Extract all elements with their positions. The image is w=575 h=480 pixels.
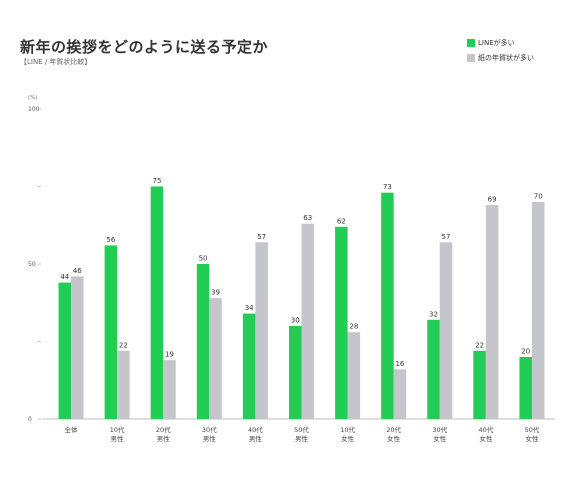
- data-label-paper: 22: [119, 341, 128, 349]
- bar-line: [289, 326, 302, 419]
- legend-label-line: LINEが多い: [478, 38, 515, 47]
- data-label-line: 30: [291, 317, 300, 325]
- bar-paper: [531, 202, 545, 419]
- x-tick-label: 10代: [340, 425, 355, 434]
- x-tick-label: 女性: [479, 434, 493, 443]
- bar-paper: [393, 369, 407, 419]
- data-label-line: 32: [429, 310, 438, 318]
- bar-line: [58, 282, 72, 419]
- bar-line: [150, 186, 164, 419]
- x-tick-label: 男性: [157, 434, 171, 443]
- y-tick-label: 100: [28, 106, 40, 113]
- bar-line: [519, 357, 532, 419]
- x-tick-label: 40代: [248, 425, 263, 434]
- y-tick-label: 0: [28, 416, 32, 423]
- data-label-line: 56: [106, 236, 115, 244]
- legend-item-line: LINEが多い: [467, 37, 534, 48]
- bar-line: [196, 264, 210, 419]
- bar-line: [427, 319, 440, 419]
- x-tick-label: 40代: [478, 425, 493, 434]
- data-label-paper: 63: [303, 214, 312, 222]
- x-tick-label: 女性: [341, 434, 355, 443]
- x-tick-label: 50代: [525, 425, 540, 434]
- bar-paper: [255, 242, 268, 419]
- data-label-paper: 69: [488, 196, 497, 204]
- bar-line: [335, 226, 348, 419]
- data-label-line: 73: [383, 183, 392, 191]
- bar-paper: [301, 223, 314, 419]
- x-tick-label: 30代: [432, 425, 447, 434]
- bar-paper: [163, 360, 176, 419]
- x-tick-label: 10代: [110, 425, 125, 434]
- legend-label-paper: 紙の年賀状が多い: [478, 53, 534, 62]
- x-tick-label: 全体: [65, 425, 79, 434]
- data-label-line: 44: [60, 273, 69, 281]
- x-tick-label: 20代: [386, 425, 401, 434]
- data-label-line: 22: [475, 341, 484, 349]
- data-label-line: 62: [337, 217, 346, 225]
- x-tick-label: 男性: [249, 434, 263, 443]
- bar-line: [104, 245, 118, 419]
- x-tick-label: 女性: [387, 434, 401, 443]
- data-label-line: 75: [153, 177, 162, 185]
- x-tick-label: 20代: [156, 425, 171, 434]
- data-label-paper: 28: [349, 323, 358, 331]
- bar-paper: [439, 242, 453, 419]
- legend-item-paper: 紙の年賀状が多い: [467, 52, 534, 63]
- y-tick-label: 50: [28, 261, 36, 268]
- x-tick-label: 男性: [203, 434, 217, 443]
- data-label-paper: 16: [395, 360, 404, 368]
- y-unit-label: (%): [28, 95, 38, 101]
- bar-paper: [71, 276, 84, 419]
- x-tick-label: 30代: [202, 425, 217, 434]
- x-tick-label: 女性: [525, 434, 539, 443]
- chart-subtitle: 【LINE / 年賀状比較】: [20, 58, 92, 66]
- x-tick-label: 女性: [433, 434, 447, 443]
- chart-title: 新年の挨拶をどのように送る予定か: [20, 38, 269, 56]
- data-label-paper: 57: [257, 233, 266, 241]
- bar-paper: [117, 350, 130, 419]
- bar-paper: [485, 205, 499, 419]
- data-label-paper: 70: [534, 193, 543, 201]
- data-label-line: 34: [245, 304, 254, 312]
- legend: LINEが多い 紙の年賀状が多い: [467, 37, 534, 67]
- data-label-paper: 46: [73, 267, 82, 275]
- bar-paper: [347, 332, 361, 419]
- x-tick-label: 男性: [111, 434, 125, 443]
- x-tick-label: 50代: [294, 425, 309, 434]
- bar-line: [381, 192, 394, 419]
- legend-swatch-line: [467, 38, 475, 47]
- data-label-paper: 57: [442, 233, 451, 241]
- bar-line: [242, 313, 256, 419]
- data-label-paper: 19: [165, 351, 174, 359]
- data-label-line: 20: [521, 348, 530, 356]
- bar-line: [473, 350, 486, 419]
- x-tick-label: 男性: [295, 434, 309, 443]
- data-label-line: 50: [199, 255, 208, 263]
- bar-paper: [209, 298, 222, 419]
- legend-swatch-paper: [467, 53, 475, 62]
- data-label-paper: 39: [211, 289, 220, 297]
